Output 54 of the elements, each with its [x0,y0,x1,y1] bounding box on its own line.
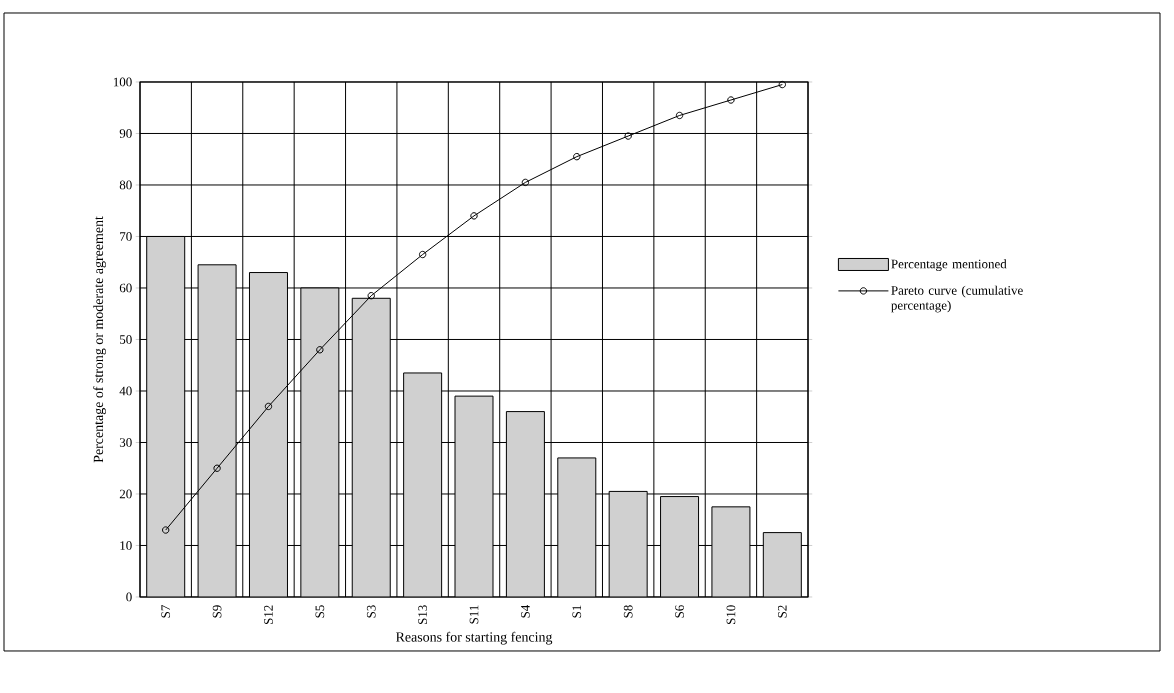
bar [608,490,648,597]
y-tick-label: 80 [119,180,132,190]
bar [248,272,288,597]
point [213,464,221,472]
point [778,80,787,89]
x-tick-label: S1 [572,605,582,618]
bar [505,411,545,597]
y-tick-label: 30 [119,438,132,447]
bar [197,264,237,597]
x-tick-label: S9 [212,605,222,618]
x-tick-label: S6 [675,605,684,618]
bar [351,297,391,597]
bar [146,235,186,597]
x-tick-label: S13 [418,605,427,625]
point [573,152,581,161]
bar [403,372,443,597]
x-tick-label: S11 [469,605,479,624]
y-tick-label: 60 [119,283,132,293]
y-tick-label: 90 [119,129,132,138]
point [470,212,478,220]
x-tick-label: S8 [623,605,633,618]
legend-label: Pareto curve (cumulative percentage) [891,285,1023,313]
bar [660,496,700,597]
y-tick-label: 10 [120,541,132,550]
point [264,402,273,411]
x-axis-title: Reasons for starting fencing [395,631,553,645]
bar [557,457,597,597]
bar [454,395,494,597]
x-tick-label: S2 [777,605,787,618]
bar [762,532,802,597]
legend-label: Percentage mentioned [891,259,1007,272]
y-tick-label: 70 [120,232,132,241]
point [418,250,427,259]
y-tick-label: 50 [120,335,132,344]
y-axis-title: Percentage of strong or moderate agreement [93,216,106,463]
point [316,346,324,354]
y-tick-label: 0 [126,592,132,602]
x-tick-label: S12 [264,605,273,625]
point [521,178,530,187]
x-tick-label: S3 [366,605,376,618]
point [367,292,375,300]
x-tick-label: S4 [521,604,530,618]
y-tick-label: 100 [113,77,132,87]
point [624,132,632,140]
x-tick-label: S5 [315,605,325,618]
y-tick-label: 20 [119,489,132,499]
point [162,526,170,534]
bar [300,287,340,597]
point [675,111,684,120]
point [727,96,735,104]
x-tick-label: S7 [161,605,171,618]
y-tick-label: 40 [119,386,132,396]
x-tick-label: S10 [726,605,736,625]
bar [711,506,751,597]
